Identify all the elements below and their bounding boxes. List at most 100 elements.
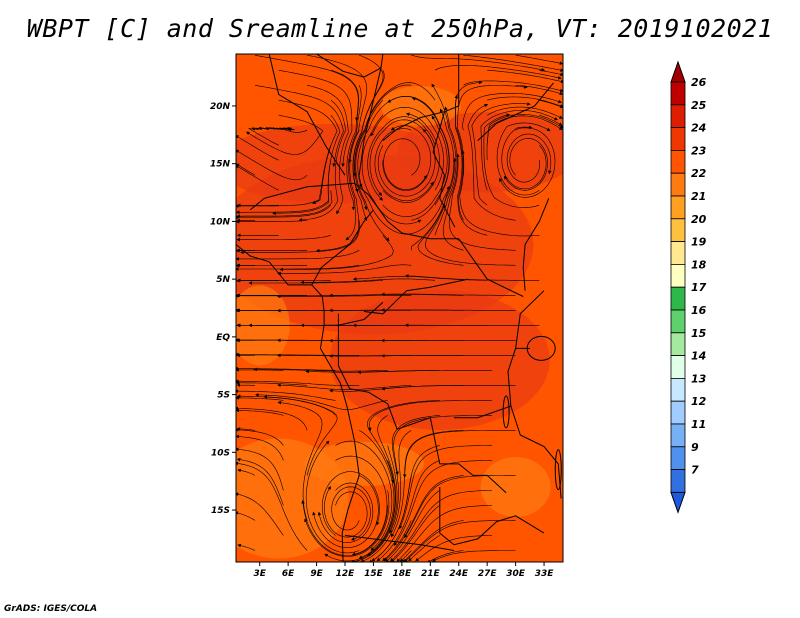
streamline [515, 54, 563, 65]
lon-label: 21E [421, 569, 441, 579]
streamline [278, 69, 353, 168]
streamline [277, 400, 323, 521]
streamline [496, 122, 551, 196]
streamline [408, 535, 440, 562]
streamline [404, 274, 540, 281]
streamline [459, 150, 540, 237]
streamline [236, 163, 256, 176]
streamline [442, 106, 464, 251]
streamline [305, 440, 360, 554]
streamline [383, 475, 464, 562]
wbpt-shade-patch [303, 441, 424, 486]
streamline [431, 550, 516, 562]
streamline [431, 83, 457, 236]
lat-label: 20N [210, 102, 231, 112]
streamline [352, 54, 384, 193]
colorbar-label: 21 [691, 190, 706, 203]
colorbar-swatch [670, 355, 686, 379]
streamline [381, 292, 516, 297]
streamline [236, 389, 336, 401]
colorbar-label: 14 [691, 350, 706, 363]
lake-outline [554, 449, 562, 491]
country-border [522, 198, 550, 291]
streamline [393, 415, 492, 476]
streamline [402, 520, 464, 562]
lon-label: 3E [253, 569, 266, 579]
streamline [402, 430, 516, 478]
lon-label: 6E [282, 569, 295, 579]
colorbar-swatch [670, 469, 686, 493]
lon-label: 27E [478, 569, 498, 579]
streamline [404, 520, 516, 562]
lon-label: 12E [336, 569, 356, 579]
streamline [424, 203, 516, 266]
streamline [357, 96, 436, 188]
streamline [487, 96, 563, 108]
streamline [361, 114, 422, 225]
streamline [499, 127, 556, 198]
colorbar-label: 9 [691, 441, 699, 454]
colorbar-label: 11 [691, 418, 706, 431]
streamline [255, 393, 388, 410]
streamline [236, 408, 284, 416]
streamline [463, 54, 563, 72]
lat-label: 10N [210, 217, 231, 227]
streamline [276, 294, 412, 299]
streamline [368, 400, 492, 432]
streamline [237, 543, 256, 551]
lon-label: 30E [506, 569, 526, 579]
streamline [383, 138, 427, 190]
country-border [344, 534, 455, 551]
streamline [277, 383, 412, 390]
streamline [300, 278, 436, 285]
streamline [236, 145, 332, 208]
streamline [236, 190, 333, 218]
streamline [389, 490, 492, 562]
streamline [307, 54, 368, 164]
streamline [279, 235, 394, 272]
streamline [354, 84, 412, 211]
lon-label: 9E [310, 569, 323, 579]
wbpt-shade-patch [480, 456, 551, 517]
lon-label: 15E [364, 569, 384, 579]
streamline [382, 115, 448, 217]
streamline [345, 85, 362, 241]
streamline [382, 125, 432, 191]
streamline [539, 114, 563, 126]
country-border [358, 67, 382, 176]
colorbar-swatch [670, 309, 686, 334]
streamline [385, 490, 440, 562]
colorbar-label: 18 [691, 258, 707, 271]
country-border [510, 405, 562, 499]
streamline [367, 116, 436, 201]
streamline [486, 114, 563, 146]
country-border [368, 194, 524, 297]
streamline [298, 99, 347, 222]
colorbar-swatch [670, 218, 686, 243]
map-frame [235, 53, 564, 563]
streamline [504, 137, 548, 191]
country-border [515, 290, 545, 349]
streamline [324, 485, 368, 538]
streamline [374, 128, 434, 202]
colorbar-label: 12 [691, 395, 707, 408]
streamline [236, 406, 308, 431]
chart-title: WBPT [C] and Sreamline at 250hPa, VT: 20… [26, 14, 774, 43]
streamline [253, 367, 388, 372]
lon-label: 18E [393, 569, 413, 579]
country-border [337, 313, 507, 494]
country-border [454, 347, 530, 419]
streamline [448, 153, 516, 251]
streamline [236, 434, 284, 461]
streamline [236, 492, 284, 536]
lat-label: 15N [210, 160, 231, 170]
streamline [237, 468, 256, 476]
country-border [439, 487, 545, 546]
streamline [396, 505, 492, 562]
colorbar-label: 13 [691, 372, 707, 385]
streamline [455, 80, 483, 221]
lat-label: 5N [216, 275, 230, 285]
country-border [268, 54, 346, 176]
streamline [377, 128, 436, 197]
